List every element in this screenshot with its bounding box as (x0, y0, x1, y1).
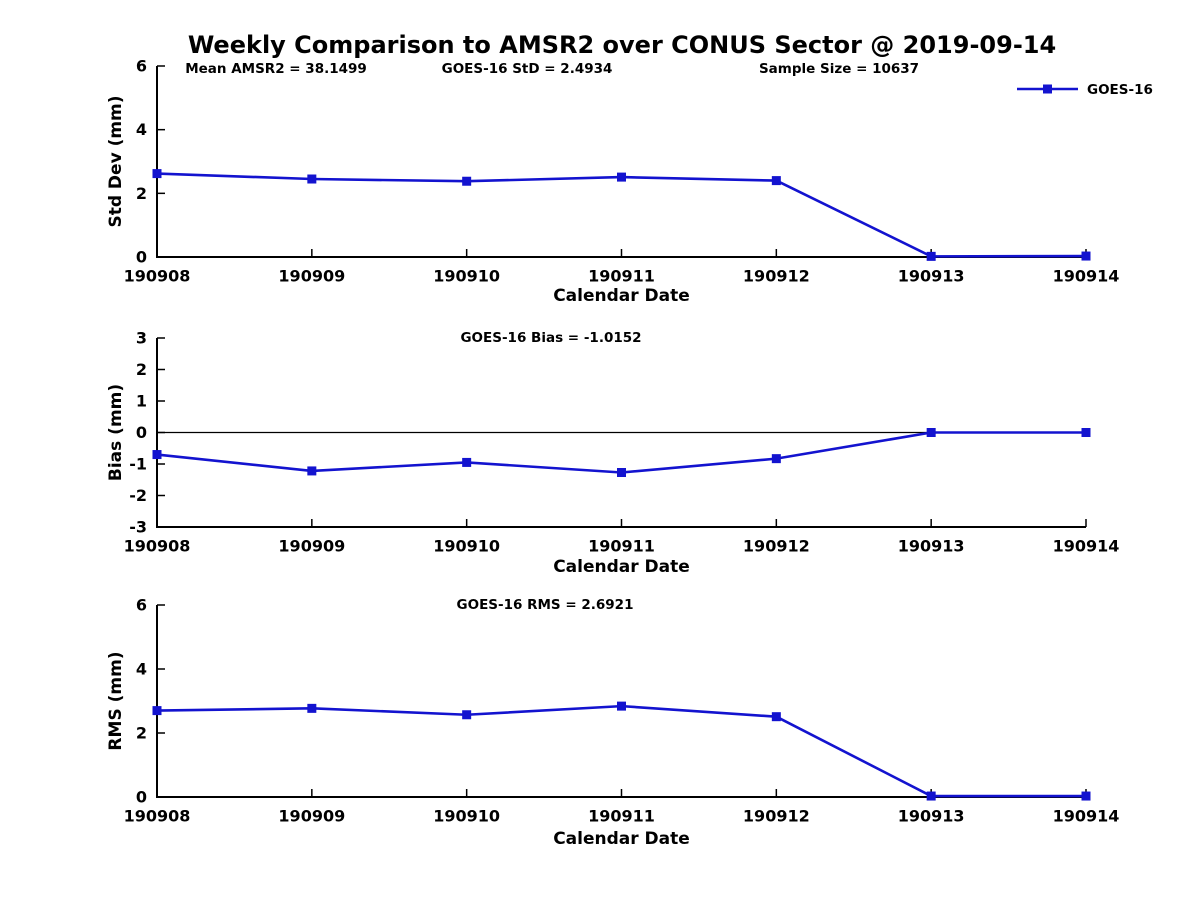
x-tick-label: 190909 (278, 537, 345, 556)
data-line (156, 431, 1086, 474)
y-axis-label: Bias (mm) (106, 384, 126, 481)
data-marker (771, 712, 781, 722)
data-marker (1081, 791, 1091, 801)
y-tick-label: -1 (129, 455, 147, 474)
x-tick-label: 190911 (588, 807, 655, 826)
x-tick-label: 190908 (124, 807, 191, 826)
data-marker (1081, 428, 1091, 437)
y-tick-label: 2 (136, 360, 147, 379)
y-tick-label: 4 (136, 660, 147, 679)
data-marker (462, 710, 472, 720)
data-marker (617, 468, 626, 478)
data-marker (926, 791, 936, 801)
chart-title: Weekly Comparison to AMSR2 over CONUS Se… (188, 31, 1056, 59)
x-tick-label: 190908 (124, 537, 191, 556)
data-marker (771, 454, 781, 464)
annotation: GOES-16 Bias = -1.0152 (460, 330, 641, 346)
annotation: GOES-16 StD = 2.4934 (442, 61, 613, 77)
data-marker (307, 703, 317, 713)
y-tick-label: 1 (136, 392, 147, 411)
subplot-1: -3 -2 -1 0 1 2 3 190908 190909 190910 190911 190912… (106, 329, 1119, 578)
y-tick-label: -3 (129, 518, 147, 537)
data-marker (1081, 251, 1091, 261)
data-marker (617, 701, 626, 711)
x-axis-label: Calendar Date (553, 829, 690, 849)
y-tick-label: -2 (129, 486, 147, 505)
x-tick-label: 190912 (743, 807, 810, 826)
x-tick-label: 190910 (433, 537, 500, 556)
x-tick-label: 190914 (1053, 537, 1120, 556)
y-tick-label: 6 (136, 596, 147, 615)
subplot-2: 0 2 4 6 190908 190909 190910 190911 190912 190913… (106, 596, 1119, 850)
data-marker (307, 466, 317, 476)
x-tick-label: 190909 (278, 267, 345, 286)
x-tick-label: 190914 (1053, 807, 1120, 826)
data-marker (152, 706, 162, 716)
legend: GOES-16 (1017, 82, 1153, 98)
y-tick-label: 2 (136, 724, 147, 743)
x-tick-label: 190911 (588, 537, 655, 556)
data-marker (152, 169, 162, 179)
x-tick-label: 190914 (1053, 267, 1120, 286)
y-tick-label: 6 (136, 57, 147, 76)
y-tick-label: 0 (136, 248, 147, 267)
legend-label: GOES-16 (1087, 82, 1153, 98)
x-tick-label: 190911 (588, 267, 655, 286)
subplots-group: 0 2 4 6 190908 190909 190910 190911 190912 190913… (106, 57, 1153, 850)
y-tick-label: 3 (136, 329, 147, 348)
x-tick-label: 190912 (743, 537, 810, 556)
y-tick-label: 4 (136, 120, 147, 139)
data-line (156, 704, 1086, 798)
x-tick-label: 190912 (743, 267, 810, 286)
y-axis-label: RMS (mm) (106, 651, 126, 750)
x-tick-label: 190910 (433, 807, 500, 826)
x-tick-label: 190908 (124, 267, 191, 286)
data-marker (771, 176, 781, 186)
data-marker (462, 176, 472, 186)
data-marker (926, 428, 936, 437)
y-tick-label: 2 (136, 184, 147, 203)
x-tick-label: 190913 (898, 537, 965, 556)
x-tick-label: 190910 (433, 267, 500, 286)
x-axis-label: Calendar Date (553, 286, 690, 306)
data-marker (307, 174, 317, 184)
annotation: Mean AMSR2 = 38.1499 (185, 61, 367, 77)
annotation: GOES-16 RMS = 2.6921 (457, 597, 634, 613)
x-tick-label: 190909 (278, 807, 345, 826)
data-marker (926, 251, 936, 261)
data-line (156, 172, 1087, 258)
y-tick-label: 0 (136, 423, 147, 442)
data-marker (617, 172, 626, 182)
x-axis-label: Calendar Date (553, 557, 690, 577)
legend-marker (1043, 84, 1052, 94)
subplot-0: 0 2 4 6 190908 190909 190910 190911 190912 190913… (106, 57, 1153, 307)
y-axis-label: Std Dev (mm) (106, 95, 126, 227)
x-tick-label: 190913 (898, 807, 965, 826)
x-tick-label: 190913 (898, 267, 965, 286)
y-tick-label: 0 (136, 788, 147, 807)
data-marker (462, 457, 472, 467)
annotation: Sample Size = 10637 (759, 61, 919, 77)
data-marker (152, 450, 162, 460)
